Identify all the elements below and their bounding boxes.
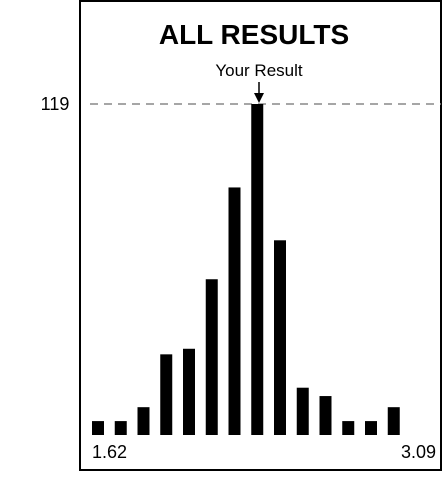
histogram-bar	[387, 407, 400, 435]
histogram-bar	[114, 421, 127, 435]
histogram-bar	[183, 348, 195, 435]
histogram-bar	[228, 187, 241, 435]
chart-title: ALL RESULTS	[159, 19, 349, 50]
x-range-min-label: 1.62	[92, 442, 127, 462]
histogram-bar	[319, 396, 332, 435]
your-result-label: Your Result	[215, 61, 303, 80]
histogram-bar	[274, 240, 286, 435]
histogram-bar	[205, 279, 218, 435]
histogram-bar	[160, 354, 173, 435]
chart-border	[79, 0, 442, 471]
histogram-bars	[92, 104, 400, 435]
histogram-bar	[296, 387, 309, 435]
your-result-arrow-head	[254, 93, 264, 103]
histogram-bar	[137, 407, 150, 435]
histogram-bar	[342, 421, 355, 435]
reference-value-label: 119	[41, 94, 70, 114]
x-range-max-label: 3.09	[401, 442, 436, 462]
histogram-bar-your-result	[251, 104, 264, 435]
histogram-bar	[365, 421, 377, 435]
histogram-bar	[92, 421, 104, 435]
